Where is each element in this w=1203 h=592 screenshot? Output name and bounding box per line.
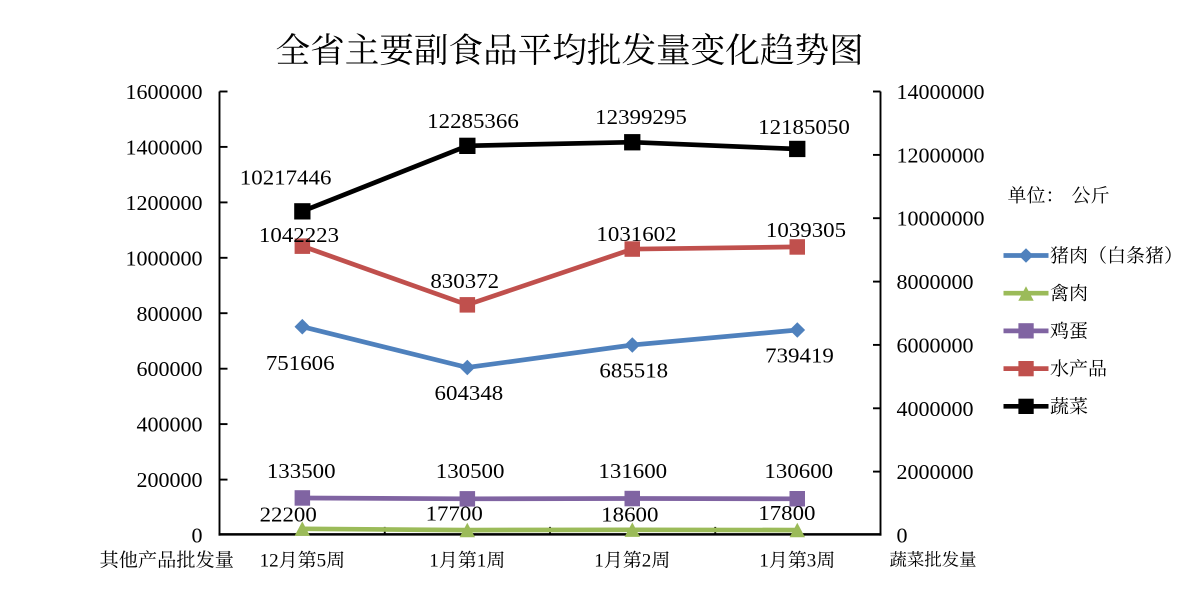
svg-text:1: 1 xyxy=(429,551,439,572)
svg-text:131600: 131600 xyxy=(598,459,667,483)
svg-text:133500: 133500 xyxy=(267,459,336,483)
svg-text:5: 5 xyxy=(317,551,327,572)
svg-text:600000: 600000 xyxy=(137,357,203,381)
svg-text:130600: 130600 xyxy=(764,459,833,483)
svg-text:12399295: 12399295 xyxy=(595,105,687,129)
svg-text:1000000: 1000000 xyxy=(126,246,203,270)
svg-text:6000000: 6000000 xyxy=(897,333,974,357)
svg-text:17700: 17700 xyxy=(426,502,483,526)
svg-text:22200: 22200 xyxy=(260,502,317,526)
svg-text:739419: 739419 xyxy=(765,344,834,368)
svg-text:4000000: 4000000 xyxy=(897,397,974,421)
svg-text:1: 1 xyxy=(260,551,270,572)
svg-text:8000000: 8000000 xyxy=(897,270,974,294)
svg-text:17800: 17800 xyxy=(758,501,815,525)
svg-text:1039305: 1039305 xyxy=(766,218,846,242)
svg-text:1: 1 xyxy=(759,551,769,572)
svg-text:14000000: 14000000 xyxy=(897,80,985,104)
svg-text:12285366: 12285366 xyxy=(427,109,519,133)
svg-text:130500: 130500 xyxy=(436,459,505,483)
svg-text:12000000: 12000000 xyxy=(897,143,985,167)
svg-text:1: 1 xyxy=(594,551,604,572)
svg-text:2000000: 2000000 xyxy=(897,460,974,484)
svg-text:2: 2 xyxy=(269,551,279,572)
svg-text:604348: 604348 xyxy=(435,381,504,405)
svg-text:1400000: 1400000 xyxy=(126,135,203,159)
svg-text:0: 0 xyxy=(897,524,908,548)
svg-text:1042223: 1042223 xyxy=(259,223,339,247)
svg-text:3: 3 xyxy=(807,551,817,572)
svg-text:10000000: 10000000 xyxy=(897,207,985,231)
svg-text:12185050: 12185050 xyxy=(758,115,850,139)
svg-text:1031602: 1031602 xyxy=(596,222,676,246)
svg-text:830372: 830372 xyxy=(430,269,499,293)
svg-text:1600000: 1600000 xyxy=(126,80,203,104)
svg-text:800000: 800000 xyxy=(137,302,203,326)
svg-text:2: 2 xyxy=(642,551,652,572)
svg-text:18600: 18600 xyxy=(601,503,658,527)
svg-text:200000: 200000 xyxy=(137,468,203,492)
svg-text:1: 1 xyxy=(477,551,487,572)
svg-text:1200000: 1200000 xyxy=(126,191,203,215)
svg-text:0: 0 xyxy=(192,524,203,548)
svg-text:751606: 751606 xyxy=(266,351,335,375)
svg-text:400000: 400000 xyxy=(137,413,203,437)
svg-text:10217446: 10217446 xyxy=(240,165,332,189)
svg-text:685518: 685518 xyxy=(599,359,668,383)
